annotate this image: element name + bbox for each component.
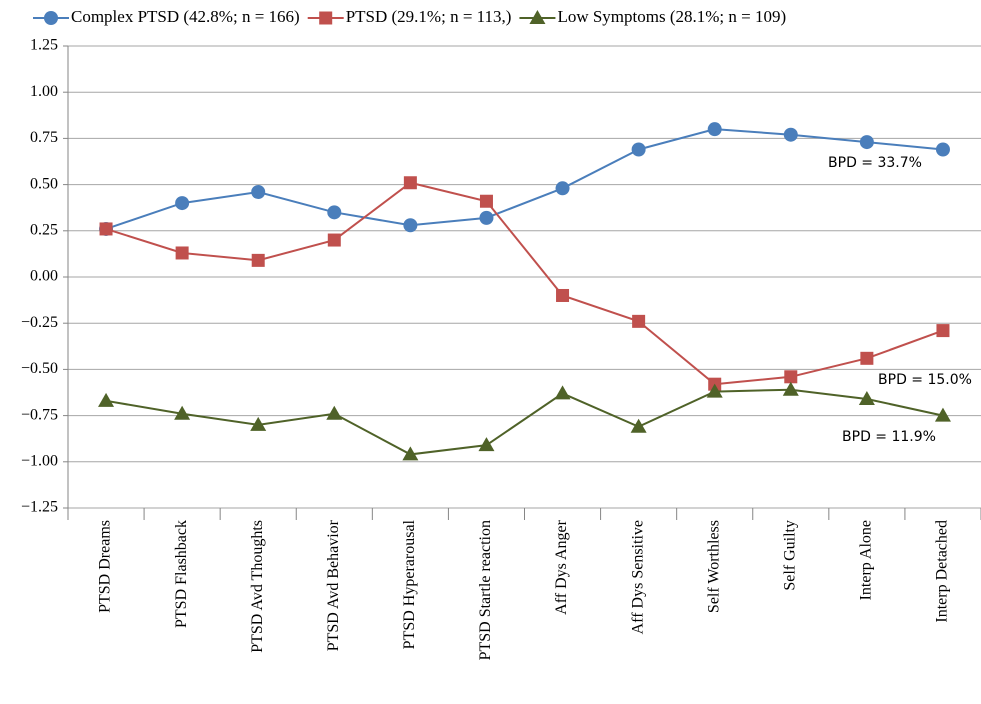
- marker: [936, 324, 950, 338]
- x-tick-label: PTSD Avd Behavior: [325, 519, 342, 651]
- marker: [529, 10, 546, 24]
- x-tick-label: Self Worthless: [705, 520, 722, 613]
- marker: [44, 11, 58, 25]
- marker: [479, 210, 494, 225]
- y-tick-label: −0.50: [21, 360, 58, 377]
- x-tick-label: Interp Alone: [858, 520, 875, 600]
- y-tick-label: −0.25: [21, 314, 58, 331]
- marker: [782, 381, 799, 396]
- x-tick-label: Aff Dys Sensitive: [629, 520, 646, 634]
- marker: [860, 351, 874, 365]
- marker: [251, 253, 265, 267]
- marker: [707, 122, 722, 137]
- marker: [174, 405, 191, 420]
- x-tick-label: Aff Dys Anger: [553, 519, 570, 614]
- marker: [327, 233, 341, 247]
- legend-entry: Low Symptoms (28.1%; n = 109): [519, 7, 786, 26]
- annotation: BPD = 33.7%: [828, 155, 922, 171]
- annotation: BPD = 11.9%: [842, 429, 936, 445]
- y-tick-label: −1.00: [21, 452, 58, 469]
- marker: [783, 127, 798, 142]
- series: [98, 381, 951, 461]
- marker: [858, 390, 875, 405]
- marker: [403, 218, 418, 233]
- series: [99, 176, 950, 391]
- y-tick-label: 0.75: [30, 129, 58, 146]
- marker: [706, 383, 723, 398]
- legend-label: PTSD (29.1%; n = 113,): [346, 7, 512, 26]
- marker: [630, 418, 647, 433]
- marker: [479, 194, 493, 208]
- series: [99, 122, 950, 236]
- x-tick-label: Self Guilty: [781, 520, 798, 591]
- series-line: [105, 388, 944, 456]
- legend-entry: Complex PTSD (42.8%; n = 166): [33, 7, 300, 26]
- y-tick-label: 1.00: [30, 83, 58, 100]
- series-line: [105, 128, 944, 230]
- marker: [859, 135, 874, 150]
- series-line: [105, 181, 944, 386]
- marker: [478, 437, 495, 452]
- y-tick-label: −0.75: [21, 406, 58, 423]
- marker: [251, 184, 266, 199]
- marker: [98, 392, 115, 407]
- marker: [554, 385, 571, 400]
- marker: [403, 176, 417, 190]
- y-tick-label: 0.50: [30, 175, 58, 192]
- marker: [935, 142, 950, 157]
- legend-entry: PTSD (29.1%; n = 113,): [307, 7, 512, 26]
- marker: [555, 181, 570, 196]
- y-tick-label: 0.00: [30, 268, 58, 285]
- marker: [784, 370, 798, 384]
- marker: [556, 288, 570, 302]
- x-tick-label: PTSD Hyperarousal: [401, 519, 418, 649]
- annotation: BPD = 15.0%: [878, 372, 972, 388]
- y-tick-label: 0.25: [30, 221, 58, 238]
- marker: [175, 196, 190, 211]
- legend-label: Complex PTSD (42.8%; n = 166): [71, 7, 300, 26]
- marker: [175, 246, 189, 260]
- marker: [631, 142, 646, 157]
- marker: [250, 416, 267, 431]
- marker: [327, 205, 342, 220]
- x-tick-label: PTSD Avd Thoughts: [249, 520, 266, 653]
- marker: [99, 222, 113, 236]
- x-tick-label: PTSD Dreams: [97, 520, 114, 613]
- x-tick-label: Interp Detached: [934, 520, 951, 623]
- y-tick-label: 1.25: [30, 37, 58, 54]
- y-tick-label: −1.25: [21, 499, 58, 516]
- marker: [326, 405, 343, 420]
- marker: [402, 446, 419, 461]
- marker: [632, 314, 646, 328]
- legend-label: Low Symptoms (28.1%; n = 109): [557, 7, 786, 26]
- marker: [319, 11, 333, 25]
- marker: [934, 407, 951, 422]
- x-tick-label: PTSD Flashback: [173, 520, 190, 628]
- x-tick-label: PTSD Startle reaction: [477, 520, 494, 660]
